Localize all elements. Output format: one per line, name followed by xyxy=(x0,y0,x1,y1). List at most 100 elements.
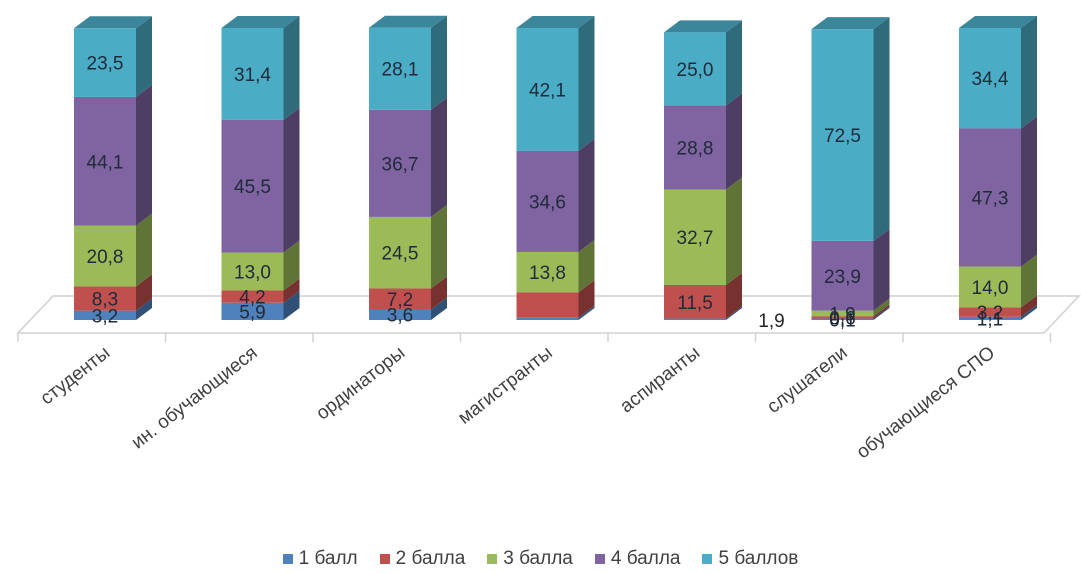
bar-top-face xyxy=(221,16,300,28)
legend-label: 3 балла xyxy=(503,548,573,569)
data-label: 28,8 xyxy=(677,138,714,159)
bar-segment-side xyxy=(726,306,742,320)
data-label: 3,2 xyxy=(92,306,118,327)
category-label: магистранты xyxy=(454,342,556,428)
bar-segment xyxy=(74,225,136,287)
data-label: 0,1 xyxy=(829,310,855,331)
bar-segment-side xyxy=(726,177,742,285)
bar-segment xyxy=(516,292,579,318)
data-label: 24,5 xyxy=(382,244,419,265)
bar-top-face xyxy=(369,15,447,28)
bar-segment-side xyxy=(283,107,300,253)
bar-segment xyxy=(959,307,1021,317)
data-label: 7,2 xyxy=(387,290,413,311)
bar-segment-side xyxy=(726,20,742,106)
category-label: ординаторы xyxy=(312,342,409,424)
data-label: 13,0 xyxy=(234,263,271,284)
bar-segment-side xyxy=(873,306,890,320)
data-label: 23,9 xyxy=(824,267,861,288)
bar-segment-side xyxy=(578,16,595,151)
bar-segment-side xyxy=(1021,116,1037,267)
bar-segment-side xyxy=(431,15,447,110)
bar-segment xyxy=(221,119,284,253)
bar-segment xyxy=(369,288,431,310)
data-label: 25,0 xyxy=(677,60,714,81)
data-label: 44,1 xyxy=(87,152,124,173)
bar-segment-side xyxy=(283,16,300,120)
data-label: 5,9 xyxy=(239,302,265,323)
bar-stack xyxy=(959,16,1037,320)
bar-segment-side xyxy=(873,298,890,317)
bar-segment xyxy=(516,150,579,252)
bar-segment-side xyxy=(578,138,595,252)
category-ticks xyxy=(17,333,1052,342)
data-label: 8,3 xyxy=(92,290,118,311)
legend-label: 1 балл xyxy=(298,548,358,569)
legend-item: 3 балла xyxy=(487,548,573,570)
bar-segment-side xyxy=(136,84,152,226)
chart-floor xyxy=(16,295,1081,334)
data-label: 0,6 xyxy=(829,308,855,329)
bar-segment-side xyxy=(578,239,595,293)
bar-top-face xyxy=(516,16,595,28)
data-label: 47,3 xyxy=(972,189,1009,210)
bar-stack xyxy=(811,17,890,320)
bar-segment-side xyxy=(136,16,152,97)
bar-segment xyxy=(74,310,136,320)
category-label: студенты xyxy=(37,342,114,409)
category-label: слушатели xyxy=(763,342,851,417)
bar-segment-side xyxy=(283,290,300,320)
bar-segment xyxy=(959,316,1021,320)
bar-segment-side xyxy=(1021,304,1037,320)
bar-segment xyxy=(664,189,726,285)
bar-segment xyxy=(74,286,136,311)
data-label: 1,9 xyxy=(758,311,784,332)
legend-item: 4 балла xyxy=(594,548,680,570)
data-label: 36,7 xyxy=(382,154,419,175)
bar-segment xyxy=(664,284,726,319)
legend-item: 2 балла xyxy=(379,548,466,570)
legend-swatch xyxy=(379,554,390,564)
bar-stack xyxy=(516,16,595,320)
data-label: 32,7 xyxy=(677,228,714,249)
bar-segment-side xyxy=(431,276,447,310)
bar-segment xyxy=(516,28,579,151)
bar-segment-side xyxy=(1021,295,1037,317)
data-label: 31,4 xyxy=(234,65,271,86)
bar-segment xyxy=(516,251,579,293)
category-label: ин. обучающиеся xyxy=(128,342,262,453)
bar-segment-side xyxy=(873,17,890,241)
legend-swatch xyxy=(594,554,605,564)
legend-label: 2 балла xyxy=(395,548,466,569)
bar-segment xyxy=(664,318,726,320)
data-label: 72,5 xyxy=(824,126,861,147)
bar-segment xyxy=(221,28,284,120)
bar-segment-side xyxy=(873,304,890,319)
bar-segment xyxy=(221,290,284,303)
data-label: 13,8 xyxy=(529,263,566,284)
bar-stack xyxy=(221,16,300,320)
bar-segment-side xyxy=(136,298,152,320)
bar-segment-side xyxy=(283,278,300,303)
category-label: обучающиеся СПО xyxy=(853,342,999,463)
bar-segment xyxy=(959,128,1021,267)
bar-segment xyxy=(369,216,431,289)
bar-top-face xyxy=(664,20,742,33)
bar-segment xyxy=(811,318,874,320)
data-label: 14,0 xyxy=(972,278,1009,299)
legend-label: 5 баллов xyxy=(718,548,799,569)
bar-segment-side xyxy=(578,280,595,318)
bar-segment xyxy=(959,266,1021,308)
legend-swatch xyxy=(487,554,498,564)
bar-top-face xyxy=(959,16,1037,28)
data-label: 4,2 xyxy=(239,288,265,309)
bar-segment xyxy=(221,302,284,320)
bar-top-face xyxy=(811,17,890,30)
bar-segment xyxy=(811,29,874,241)
bar-segment-side xyxy=(1021,254,1037,308)
bar-stack xyxy=(74,16,152,320)
bar-segment-side xyxy=(431,204,447,289)
bar-segment-side xyxy=(873,228,890,311)
data-label: 11,5 xyxy=(677,293,713,314)
